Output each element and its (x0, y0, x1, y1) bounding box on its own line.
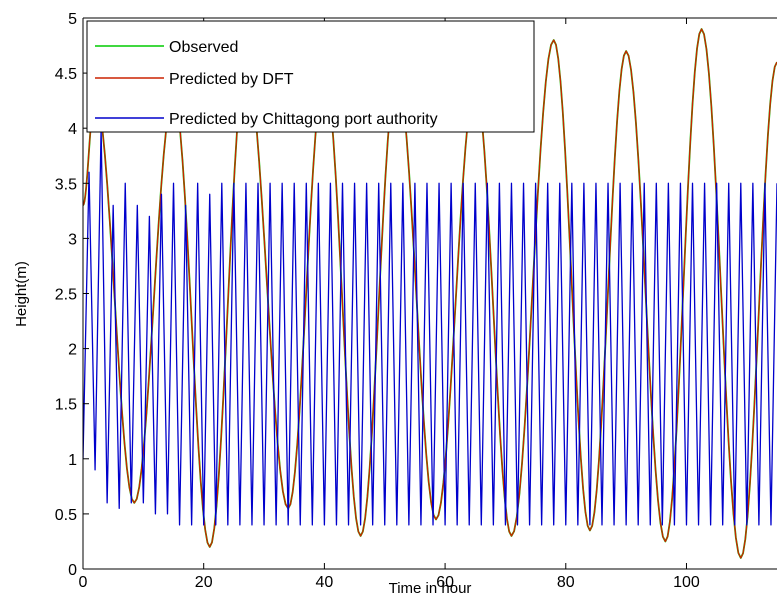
series-line-chittagong (83, 127, 777, 526)
x-axis-label: Time in hour (389, 580, 472, 597)
y-tick-label: 2 (68, 342, 77, 359)
x-tick-label: 100 (673, 574, 700, 591)
x-tick-label: 20 (195, 574, 213, 591)
y-tick-label: 4 (68, 121, 77, 138)
y-tick-label: 1 (68, 452, 77, 469)
y-tick-label: 3.5 (55, 176, 77, 193)
y-tick-label: 5 (68, 11, 77, 28)
y-tick-label: 0 (68, 562, 77, 579)
legend-label-chittagong: Predicted by Chittagong port authority (169, 111, 438, 128)
y-tick-label: 3 (68, 231, 77, 248)
y-tick-label: 2.5 (55, 287, 77, 304)
x-tick-label: 60 (436, 574, 454, 591)
legend: Observed Predicted by DFT Predicted by C… (86, 20, 535, 133)
y-tick-label: 4.5 (55, 66, 77, 83)
x-tick-label: 40 (315, 574, 333, 591)
legend-label-dft: Predicted by DFT (169, 71, 294, 88)
x-tick-label: 80 (557, 574, 575, 591)
y-tick-label: 0.5 (55, 507, 77, 524)
ticks-layer: 0 20 40 60 80 100 0 0.5 1 1.5 2 2.5 3 3.5 4 4.5 5 (55, 11, 700, 591)
y-axis-label: Height(m) (13, 261, 30, 327)
legend-box (86, 20, 535, 133)
legend-label-observed: Observed (169, 39, 238, 56)
x-tick-label: 0 (79, 574, 88, 591)
y-tick-label: 1.5 (55, 397, 77, 414)
